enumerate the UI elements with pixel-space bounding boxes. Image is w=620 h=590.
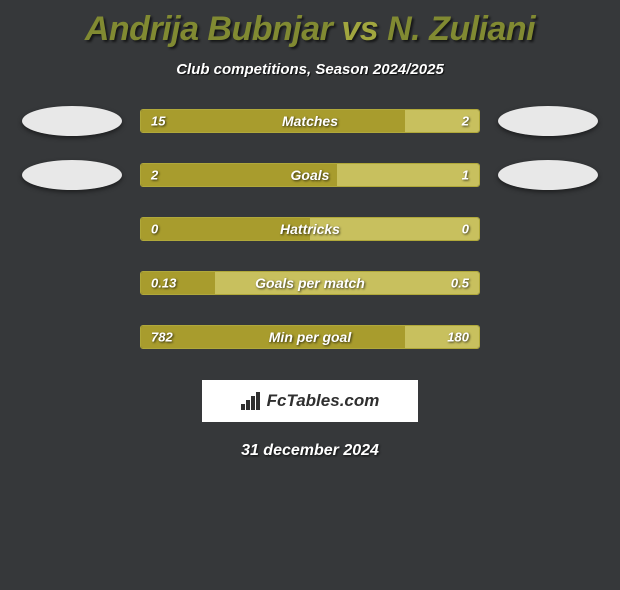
player-a-name: Andrija Bubnjar — [85, 10, 333, 48]
bar-segment-right — [337, 164, 479, 186]
player-a-avatar — [22, 106, 122, 136]
stat-value-left: 0.13 — [151, 276, 176, 291]
stat-value-left: 2 — [151, 168, 158, 183]
stat-value-left: 15 — [151, 114, 165, 129]
stat-row: Goals 2 1 — [0, 160, 620, 190]
stat-value-right: 1 — [462, 168, 469, 183]
stat-row: Hattricks 0 0 — [0, 214, 620, 244]
stat-value-left: 0 — [151, 222, 158, 237]
stat-bar: Matches 15 2 — [140, 109, 480, 133]
stat-label: Hattricks — [280, 221, 340, 237]
brand-text: FcTables.com — [267, 391, 380, 411]
bar-segment-left — [141, 110, 405, 132]
avatar-spacer — [22, 268, 122, 298]
avatar-spacer — [22, 322, 122, 352]
stat-row: Goals per match 0.13 0.5 — [0, 268, 620, 298]
player-a-avatar — [22, 160, 122, 190]
player-b-avatar — [498, 160, 598, 190]
stat-bar: Goals per match 0.13 0.5 — [140, 271, 480, 295]
stat-row: Min per goal 782 180 — [0, 322, 620, 352]
avatar-spacer — [498, 268, 598, 298]
stat-bar: Hattricks 0 0 — [140, 217, 480, 241]
avatar-spacer — [22, 214, 122, 244]
stat-rows-container: Matches 15 2 Goals 2 1 Hattricks 0 0 Goals per ma… — [0, 106, 620, 352]
vs-separator: vs — [341, 10, 378, 48]
player-b-name: N. Zuliani — [387, 10, 535, 48]
stat-label: Min per goal — [269, 329, 351, 345]
subtitle: Club competitions, Season 2024/2025 — [0, 61, 620, 78]
stat-value-right: 0 — [462, 222, 469, 237]
stat-label: Matches — [282, 113, 338, 129]
stat-value-left: 782 — [151, 330, 173, 345]
player-b-avatar — [498, 106, 598, 136]
stat-label: Goals — [291, 167, 330, 183]
comparison-title: Andrija Bubnjar vs N. Zuliani — [0, 10, 620, 49]
avatar-spacer — [498, 214, 598, 244]
stat-bar: Min per goal 782 180 — [140, 325, 480, 349]
stat-bar: Goals 2 1 — [140, 163, 480, 187]
date-text: 31 december 2024 — [0, 442, 620, 460]
brand-chart-icon — [241, 392, 263, 410]
brand-box: FcTables.com — [202, 380, 418, 422]
stat-value-right: 180 — [447, 330, 469, 345]
stat-value-right: 0.5 — [451, 276, 469, 291]
avatar-spacer — [498, 322, 598, 352]
stat-row: Matches 15 2 — [0, 106, 620, 136]
stat-value-right: 2 — [462, 114, 469, 129]
stat-label: Goals per match — [255, 275, 365, 291]
